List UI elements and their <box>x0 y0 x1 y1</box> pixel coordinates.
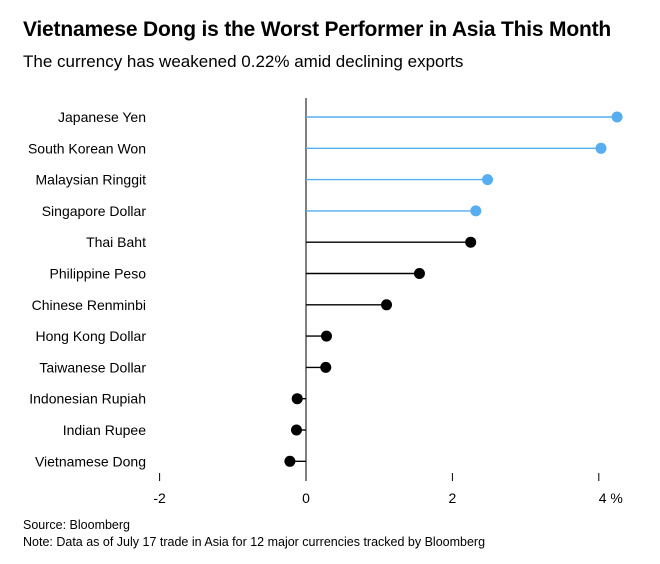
category-label: Indonesian Rupiah <box>29 391 146 407</box>
lollipop-dot <box>470 205 482 217</box>
lollipop-dot <box>320 361 332 373</box>
category-label: Indian Rupee <box>63 422 147 438</box>
lollipop-dot <box>595 142 607 154</box>
lollipop-dot <box>611 111 623 123</box>
lollipop-dot <box>413 268 425 279</box>
category-label: Vietnamese Dong <box>35 453 146 469</box>
category-label: South Korean Won <box>28 140 146 156</box>
x-tick-label: 4 % <box>599 490 623 506</box>
category-label: Taiwanese Dollar <box>39 359 146 375</box>
lollipop-dot <box>290 424 302 436</box>
category-label: Malaysian Ringgit <box>36 172 147 188</box>
lollipop-dot <box>381 299 393 311</box>
category-label: Chinese Renminbi <box>32 297 146 313</box>
category-label: Singapore Dollar <box>42 203 147 219</box>
lollipop-dot <box>284 455 296 467</box>
category-label: Hong Kong Dollar <box>35 328 146 344</box>
x-tick-label: 0 <box>302 490 310 506</box>
lollipop-dot <box>291 393 303 405</box>
x-tick-label: 2 <box>449 490 457 506</box>
chart-subtitle: The currency has weakened 0.22% amid dec… <box>23 52 464 71</box>
lollipop-dot <box>320 330 332 342</box>
source-note: Source: Bloomberg <box>23 518 131 532</box>
lollipop-chart: Japanese Yen South Korean Won Malaysian Ri… <box>28 98 623 506</box>
category-label: Philippine Peso <box>49 266 146 282</box>
chart-title: Vietnamese Dong is the Worst Performer i… <box>23 18 611 41</box>
category-label: Thai Baht <box>86 234 146 250</box>
x-tick-label: -2 <box>153 490 166 506</box>
data-note: Note: Data as of July 17 trade in Asia f… <box>23 535 486 549</box>
category-label: Japanese Yen <box>58 109 146 125</box>
lollipop-dot <box>482 174 494 186</box>
lollipop-dot <box>465 236 477 248</box>
